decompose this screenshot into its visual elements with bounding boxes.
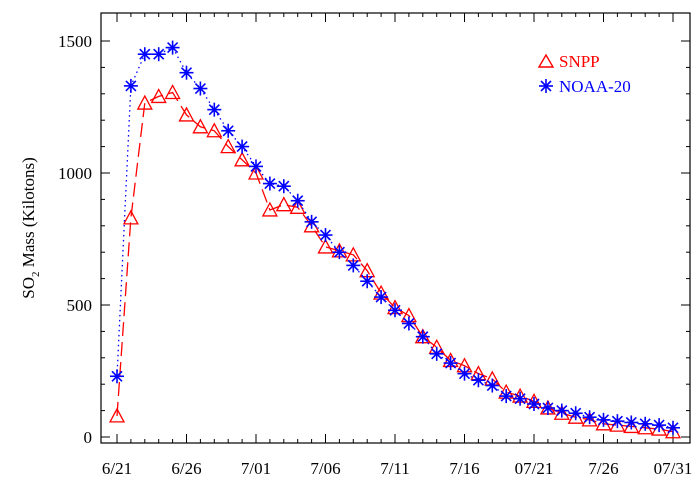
data-point-noaa-20 xyxy=(582,410,597,425)
y-axis-title: SO2 Mass (Kilotons) xyxy=(19,157,42,299)
data-point-noaa-20 xyxy=(304,214,319,229)
data-point-noaa-20 xyxy=(318,228,333,243)
data-point-snpp xyxy=(178,106,195,122)
data-point-snpp xyxy=(289,198,306,214)
data-point-noaa-20 xyxy=(513,391,528,406)
y-tick-label: 1500 xyxy=(58,32,92,51)
data-point-snpp xyxy=(108,407,126,423)
x-tick-label: 6/26 xyxy=(171,459,201,478)
y-tick-label: 0 xyxy=(84,428,93,447)
data-point-noaa-20 xyxy=(666,420,680,435)
data-point-noaa-20 xyxy=(485,378,500,393)
x-tick-label: 7/26 xyxy=(588,459,618,478)
data-point-noaa-20 xyxy=(276,179,291,194)
data-point-noaa-20 xyxy=(624,415,639,430)
data-point-noaa-20 xyxy=(652,418,667,433)
data-point-noaa-20 xyxy=(457,366,472,381)
data-point-noaa-20 xyxy=(540,400,555,415)
x-tick-label: 07/31 xyxy=(654,459,693,478)
data-point-snpp xyxy=(261,201,278,217)
x-tick-label: 7/06 xyxy=(310,459,340,478)
data-point-snpp xyxy=(122,209,139,225)
legend-asterisk-icon xyxy=(539,79,553,93)
data-point-noaa-20 xyxy=(360,274,375,289)
data-point-snpp xyxy=(275,196,292,212)
x-tick-label: 7/11 xyxy=(380,459,410,478)
x-axis-ticks: 6/21 6/26 7/01 7/06 7/11 7/16 07/21 7/26 07/31 xyxy=(102,13,692,478)
data-point-snpp xyxy=(206,122,223,138)
data-point-noaa-20 xyxy=(638,416,653,431)
data-point-noaa-20 xyxy=(123,78,138,93)
x-tick-label: 7/16 xyxy=(449,459,479,478)
legend-item-snpp: SNPP xyxy=(537,52,600,71)
data-point-snpp xyxy=(164,84,181,100)
data-point-noaa-20 xyxy=(332,245,347,260)
data-point-noaa-20 xyxy=(235,139,250,154)
y-tick-label: 1000 xyxy=(58,164,92,183)
data-point-noaa-20 xyxy=(499,389,514,404)
data-point-noaa-20 xyxy=(262,176,277,191)
data-point-snpp xyxy=(192,118,209,134)
data-point-snpp xyxy=(581,411,598,427)
x-tick-label: 7/01 xyxy=(241,459,271,478)
legend-triangle-icon xyxy=(537,53,555,68)
series-layer xyxy=(108,40,682,439)
data-point-snpp xyxy=(247,164,265,180)
data-point-noaa-20 xyxy=(527,397,541,411)
data-point-noaa-20 xyxy=(471,373,486,388)
data-point-noaa-20 xyxy=(193,81,208,96)
legend-label-snpp: SNPP xyxy=(559,52,600,71)
series-line-noaa-20 xyxy=(116,46,674,429)
data-point-snpp xyxy=(553,404,570,420)
data-point-noaa-20 xyxy=(388,303,402,318)
data-point-noaa-20 xyxy=(249,159,263,174)
data-point-noaa-20 xyxy=(568,406,583,421)
data-point-noaa-20 xyxy=(415,329,430,344)
legend: SNPP NOAA-20 xyxy=(537,52,631,96)
data-point-noaa-20 xyxy=(374,290,389,305)
data-point-noaa-20 xyxy=(207,102,222,117)
data-point-noaa-20 xyxy=(137,47,152,62)
data-point-noaa-20 xyxy=(554,403,569,418)
data-point-snpp xyxy=(220,138,237,154)
x-tick-label: 6/21 xyxy=(102,459,132,478)
data-point-snpp xyxy=(317,238,334,254)
y-axis-ticks: 0 500 1000 1500 xyxy=(58,32,690,447)
y-axis-title-subscript: 2 xyxy=(30,272,42,278)
y-axis-title-rest: Mass (Kilotons) xyxy=(19,157,38,271)
x-tick-label: 07/21 xyxy=(515,459,554,478)
data-point-noaa-20 xyxy=(429,346,444,361)
legend-item-noaa20: NOAA-20 xyxy=(539,77,631,96)
data-point-noaa-20 xyxy=(401,316,416,331)
data-point-noaa-20 xyxy=(610,414,625,429)
data-point-noaa-20 xyxy=(346,258,361,273)
data-point-noaa-20 xyxy=(151,47,166,62)
data-point-noaa-20 xyxy=(596,412,611,427)
data-point-noaa-20 xyxy=(290,193,305,208)
y-tick-label: 500 xyxy=(67,296,93,315)
legend-label-noaa20: NOAA-20 xyxy=(559,77,631,96)
data-point-noaa-20 xyxy=(179,65,194,80)
data-point-snpp xyxy=(234,151,251,167)
data-point-noaa-20 xyxy=(165,40,180,55)
data-point-noaa-20 xyxy=(443,356,458,371)
data-point-noaa-20 xyxy=(110,369,124,384)
y-axis-title-main: SO xyxy=(19,277,38,299)
series-line-snpp xyxy=(116,91,674,433)
data-point-snpp xyxy=(136,94,153,110)
data-point-noaa-20 xyxy=(221,123,236,138)
data-point-snpp xyxy=(150,88,167,104)
